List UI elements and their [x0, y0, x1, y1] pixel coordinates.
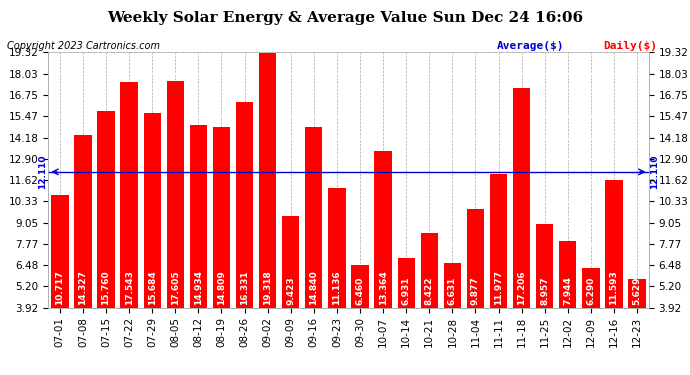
Text: 8.422: 8.422 — [425, 276, 434, 305]
Bar — [190, 125, 207, 308]
Bar — [397, 258, 415, 307]
Text: 12.110: 12.110 — [650, 154, 659, 189]
Bar — [421, 233, 438, 308]
Text: 14.809: 14.809 — [217, 270, 226, 305]
Text: 11.593: 11.593 — [609, 270, 618, 305]
Bar — [51, 195, 68, 308]
Text: 8.957: 8.957 — [540, 276, 549, 305]
Bar — [121, 82, 138, 308]
Text: 14.327: 14.327 — [79, 270, 88, 305]
Text: 15.684: 15.684 — [148, 270, 157, 305]
Text: 16.331: 16.331 — [240, 270, 249, 305]
Text: 6.931: 6.931 — [402, 276, 411, 305]
Text: 14.840: 14.840 — [309, 270, 318, 305]
Bar — [490, 174, 507, 308]
Bar — [466, 209, 484, 308]
Bar — [213, 127, 230, 308]
Text: Weekly Solar Energy & Average Value Sun Dec 24 16:06: Weekly Solar Energy & Average Value Sun … — [107, 11, 583, 25]
Bar — [559, 241, 576, 308]
Text: 7.944: 7.944 — [563, 276, 572, 305]
Text: 6.460: 6.460 — [355, 277, 364, 305]
Bar — [75, 135, 92, 308]
Bar — [166, 81, 184, 308]
Bar — [351, 266, 368, 308]
Text: 5.629: 5.629 — [633, 276, 642, 305]
Text: 11.136: 11.136 — [333, 270, 342, 305]
Text: 11.977: 11.977 — [494, 270, 503, 305]
Text: Copyright 2023 Cartronics.com: Copyright 2023 Cartronics.com — [7, 41, 160, 51]
Bar — [144, 113, 161, 308]
Text: Average($): Average($) — [497, 41, 564, 51]
Text: 10.717: 10.717 — [55, 270, 64, 305]
Text: 9.877: 9.877 — [471, 276, 480, 305]
Bar — [375, 151, 392, 308]
Text: 17.605: 17.605 — [171, 270, 180, 305]
Bar — [605, 180, 622, 308]
Bar — [582, 268, 600, 308]
Text: 15.760: 15.760 — [101, 270, 110, 305]
Bar — [282, 216, 299, 308]
Bar — [328, 188, 346, 308]
Text: 6.290: 6.290 — [586, 277, 595, 305]
Bar — [97, 111, 115, 308]
Bar — [305, 127, 322, 308]
Text: 14.934: 14.934 — [194, 270, 203, 305]
Text: 9.423: 9.423 — [286, 276, 295, 305]
Text: Daily($): Daily($) — [604, 41, 658, 51]
Bar — [236, 102, 253, 308]
Text: 17.206: 17.206 — [517, 270, 526, 305]
Bar — [259, 53, 276, 308]
Bar — [536, 224, 553, 308]
Text: 6.631: 6.631 — [448, 277, 457, 305]
Text: 13.364: 13.364 — [379, 270, 388, 305]
Text: 17.543: 17.543 — [125, 270, 134, 305]
Bar — [444, 262, 461, 308]
Bar — [513, 87, 531, 308]
Text: 19.318: 19.318 — [263, 270, 272, 305]
Bar — [629, 279, 646, 308]
Text: 12.110: 12.110 — [38, 154, 47, 189]
